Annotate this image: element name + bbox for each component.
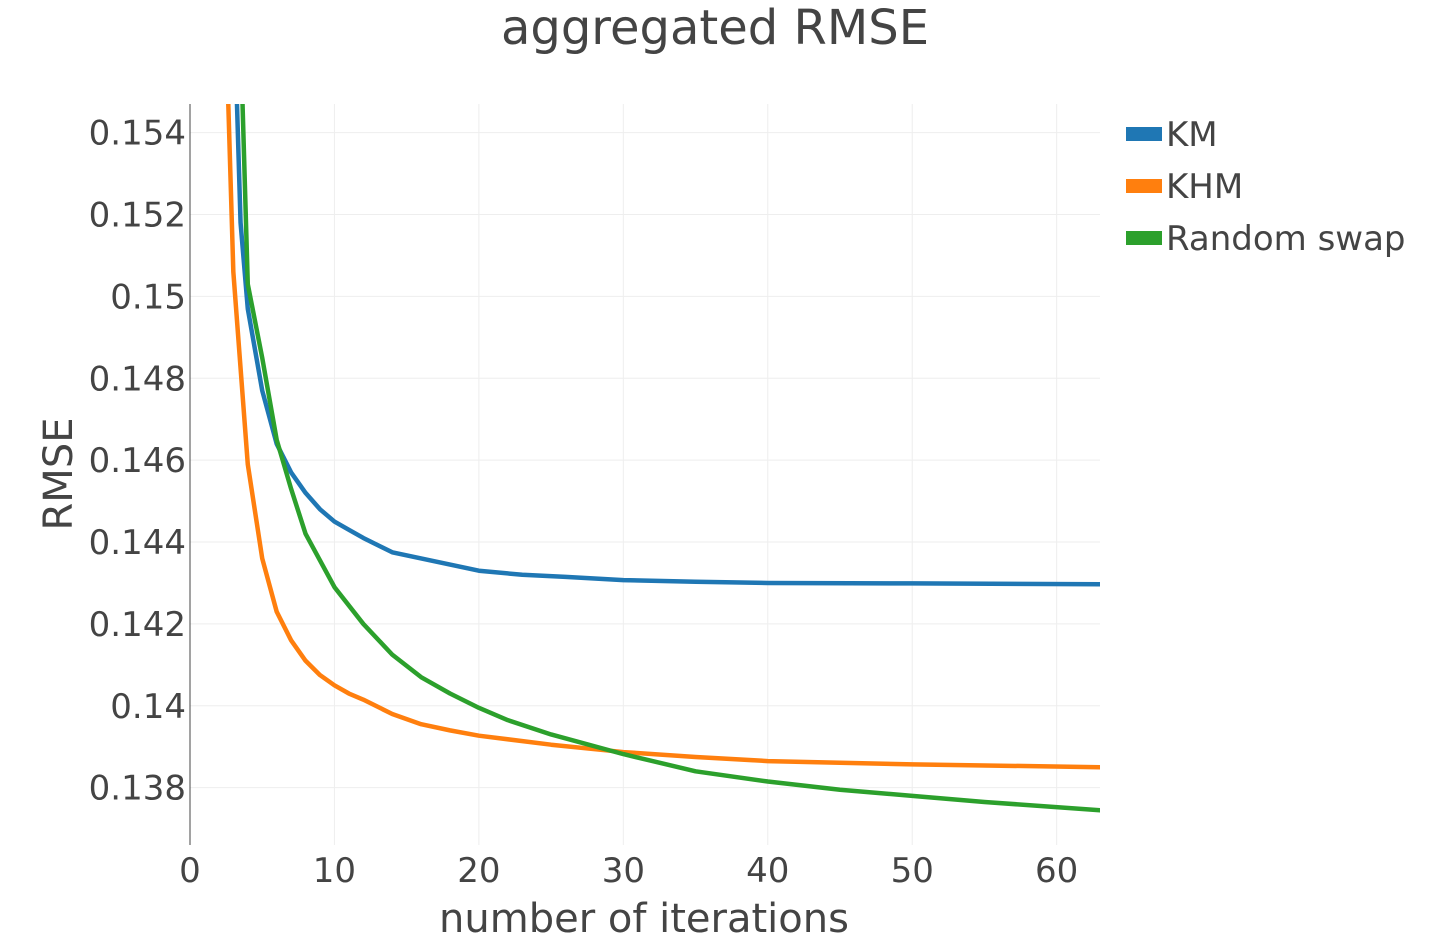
- x-tick-label: 0: [179, 851, 201, 891]
- grid: [190, 104, 1100, 845]
- legend-swatch: [1126, 179, 1162, 193]
- x-tick-label: 20: [457, 851, 500, 891]
- axes: 0 10 20 30 40 50 60 0.138 0.14 0.142 0.144 0.146 0.1…: [89, 104, 1078, 891]
- x-tick-label: 60: [1035, 851, 1078, 891]
- chart-title: aggregated RMSE: [501, 0, 929, 56]
- legend-label: KM: [1166, 115, 1218, 155]
- legend-item-khm[interactable]: KHM: [1126, 167, 1243, 207]
- series-line-khm: [226, 104, 1100, 770]
- x-tick-label: 10: [313, 851, 356, 891]
- y-tick-label: 0.14: [110, 687, 186, 727]
- legend-item-random-swap[interactable]: Random swap: [1126, 219, 1406, 259]
- legend-label: KHM: [1166, 167, 1243, 207]
- legend-item-km[interactable]: KM: [1126, 115, 1218, 155]
- plot-area: [226, 104, 1100, 813]
- series-line-km: [234, 104, 1100, 587]
- x-tick-label: 30: [602, 851, 645, 891]
- legend[interactable]: KM KHM Random swap: [1126, 115, 1406, 259]
- x-tick-label: 50: [891, 851, 934, 891]
- legend-label: Random swap: [1166, 219, 1406, 259]
- x-tick-label: 40: [746, 851, 789, 891]
- y-tick-label: 0.144: [89, 523, 186, 563]
- legend-swatch: [1126, 127, 1162, 141]
- series-line-random-swap: [240, 104, 1100, 813]
- y-tick-label: 0.146: [89, 441, 186, 481]
- y-tick-label: 0.152: [89, 196, 186, 236]
- y-tick-label: 0.15: [110, 277, 186, 317]
- y-axis-title: RMSE: [36, 418, 82, 531]
- y-tick-label: 0.142: [89, 605, 186, 645]
- y-tick-label: 0.138: [89, 769, 186, 809]
- x-axis-title: number of iterations: [439, 896, 849, 942]
- y-tick-label: 0.154: [89, 114, 186, 154]
- legend-swatch: [1126, 231, 1162, 245]
- y-tick-label: 0.148: [89, 359, 186, 399]
